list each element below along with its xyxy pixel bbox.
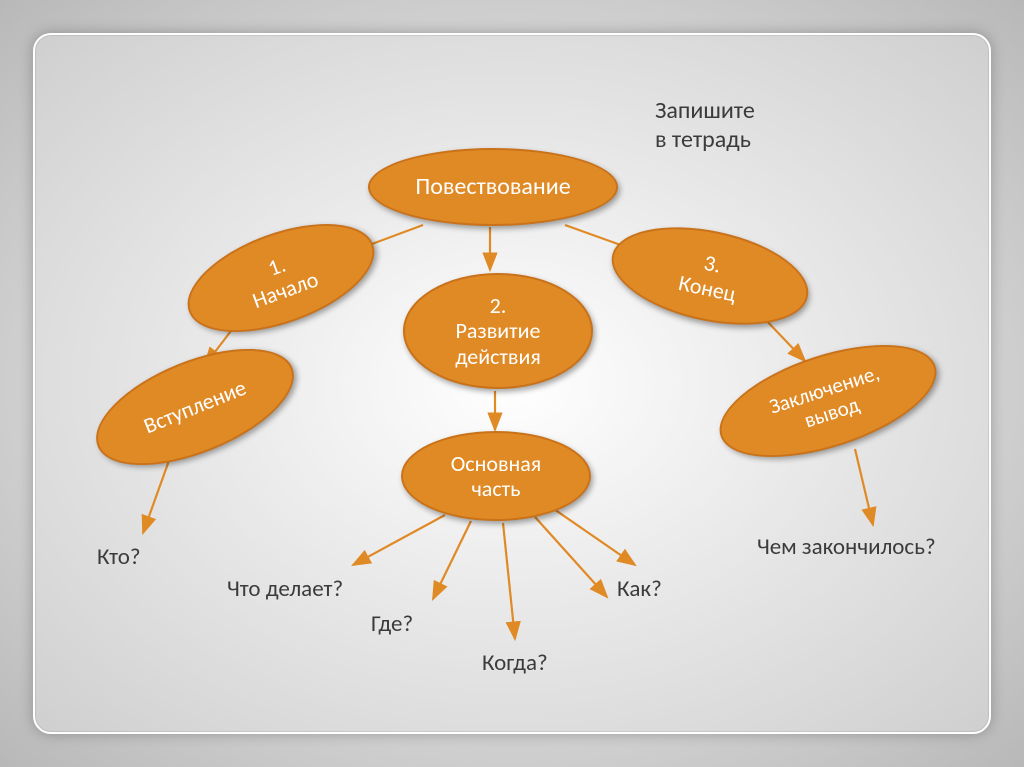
node-main: Основнаячасть	[401, 431, 591, 521]
diagram-stage: Запишите в тетрадь Повествование 1.Начал…	[35, 35, 989, 732]
question-ended: Чем закончилось?	[757, 533, 936, 561]
question-who: Кто?	[97, 543, 141, 571]
node-root: Повествование	[368, 148, 618, 226]
note-line2: в тетрадь	[655, 125, 751, 154]
node-conclusion: Заключение,вывод	[706, 322, 949, 479]
note-line1: Запишите	[655, 96, 755, 125]
node-begin: 1.Начало	[174, 202, 389, 354]
question-where: Где?	[371, 610, 413, 638]
question-what: Что делает?	[227, 575, 343, 603]
node-intro: Вступление	[80, 325, 309, 489]
instruction-note: Запишите в тетрадь	[655, 97, 755, 155]
question-when: Когда?	[482, 649, 548, 677]
node-development: 2.Развитиедействия	[403, 273, 593, 389]
node-end: 3.Конец	[603, 211, 817, 341]
slide-frame: Запишите в тетрадь Повествование 1.Начал…	[33, 33, 991, 734]
question-how: Как?	[617, 575, 662, 603]
